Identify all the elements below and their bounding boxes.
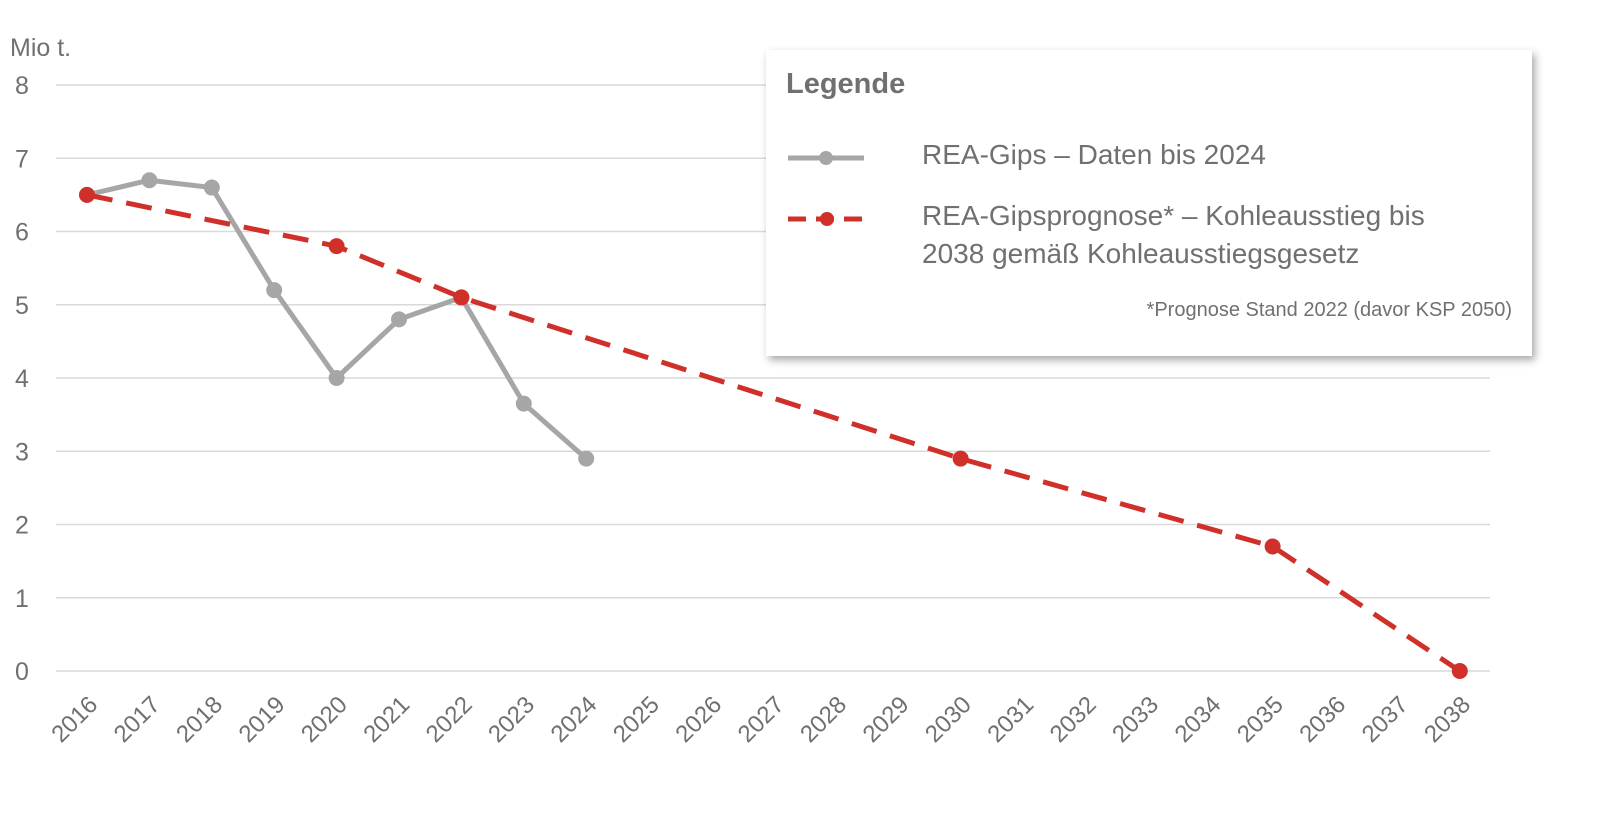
x-tick-2022: 2022	[421, 691, 478, 748]
series-2-point-2020	[328, 238, 345, 255]
x-tick-labels: 2016 2017 2018 2019 2020 2021 2022 2023 2024 2025…	[46, 691, 1476, 748]
y-tick-4: 4	[15, 365, 29, 393]
series-1-point-2021	[391, 311, 407, 328]
x-tick-2026: 2026	[670, 691, 727, 748]
legend-title: Legende	[786, 68, 906, 100]
x-tick-2034: 2034	[1170, 691, 1227, 748]
y-tick-2: 2	[15, 512, 29, 540]
x-tick-2031: 2031	[982, 691, 1039, 748]
x-tick-2029: 2029	[858, 691, 915, 748]
legend-label-forecast-line1: REA-Gipsprognose* – Kohleausstieg bis	[922, 200, 1425, 231]
x-tick-2018: 2018	[171, 691, 228, 748]
y-tick-labels: 0 1 2 3 4 5 6 7 8	[15, 72, 29, 686]
x-tick-2027: 2027	[733, 691, 790, 748]
x-tick-2021: 2021	[358, 691, 415, 748]
x-tick-2017: 2017	[109, 691, 166, 748]
y-tick-8: 8	[15, 72, 29, 100]
series-2-point-2035	[1264, 538, 1281, 555]
legend-swatch-forecast	[788, 212, 866, 226]
series-line-2	[86, 192, 1462, 674]
x-tick-2037: 2037	[1357, 691, 1414, 748]
x-tick-2033: 2033	[1107, 691, 1164, 748]
legend-footnote: *Prognose Stand 2022 (davor KSP 2050)	[1146, 299, 1512, 321]
y-tick-7: 7	[15, 145, 29, 173]
x-tick-2024: 2024	[546, 691, 603, 748]
y-tick-6: 6	[15, 219, 29, 247]
series-1-point-2023	[515, 395, 532, 412]
series-2-point-2030	[952, 450, 969, 467]
legend-swatch-actual	[788, 151, 864, 165]
y-axis-label: Mio t.	[10, 34, 71, 62]
x-tick-2023: 2023	[483, 691, 540, 748]
x-tick-2016: 2016	[46, 691, 103, 748]
series-2-point-2038	[1451, 663, 1468, 679]
series-1-point-2020	[328, 370, 345, 386]
x-tick-2038: 2038	[1419, 691, 1476, 748]
series-line-1	[86, 177, 588, 461]
x-tick-2032: 2032	[1045, 691, 1102, 748]
x-tick-2035: 2035	[1232, 691, 1289, 748]
x-tick-2030: 2030	[920, 691, 977, 748]
series-1-point-2019	[266, 282, 283, 299]
series-1-point-2024	[578, 450, 595, 467]
legend-label-forecast-line2: 2038 gemäß Kohleausstiegsgesetz	[922, 238, 1360, 269]
x-tick-2028: 2028	[795, 691, 852, 748]
y-tick-0: 0	[15, 658, 29, 686]
legend: Legende REA-Gips – Daten bis 2024 REA-Gi…	[766, 50, 1532, 356]
x-tick-2020: 2020	[296, 691, 353, 748]
y-tick-5: 5	[15, 292, 29, 320]
x-tick-2036: 2036	[1294, 691, 1351, 748]
series-1-point-2018	[203, 179, 220, 196]
series-2-point-2022	[453, 289, 470, 306]
y-tick-1: 1	[15, 585, 29, 613]
x-tick-2019: 2019	[234, 691, 291, 748]
series-2-point-2016	[79, 186, 95, 203]
y-tick-3: 3	[15, 438, 29, 466]
legend-label-actual: REA-Gips – Daten bis 2024	[922, 139, 1266, 170]
x-tick-2025: 2025	[608, 691, 665, 748]
series-1-point-2017	[141, 172, 158, 189]
series-group	[79, 172, 1468, 679]
